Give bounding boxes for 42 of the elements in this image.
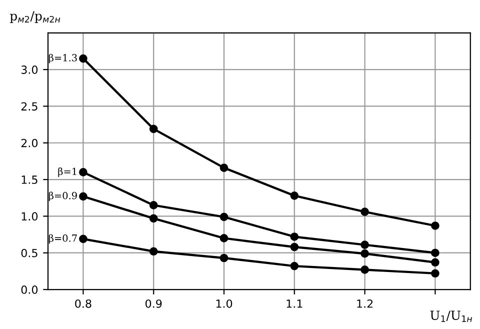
series-label: β=0.9 [48, 192, 77, 202]
series-label: β=0.7 [48, 234, 77, 244]
point [149, 214, 158, 223]
x-tick-label: 1.0 [216, 299, 232, 308]
point [431, 248, 440, 258]
series-label: β=1.3 [48, 54, 77, 64]
x-tick-label: 1.2 [357, 299, 373, 308]
point [290, 232, 299, 241]
y-tick-label: 2.0 [21, 138, 38, 148]
point [290, 262, 299, 270]
y-tick-label: 0.5 [21, 248, 38, 258]
point [290, 192, 299, 200]
point [79, 234, 88, 244]
point [149, 247, 158, 256]
series-label: β=1 [58, 167, 76, 177]
x-tick-label: 1.1 [286, 300, 302, 308]
point [220, 254, 228, 262]
point [79, 168, 88, 176]
y-tick-label: 1.5 [22, 176, 38, 184]
x-tick-label: 0.9 [146, 299, 162, 308]
point [220, 212, 228, 222]
point [79, 192, 88, 201]
x-axis-title: U$_{1}$/U$_{1н}$ [430, 310, 472, 322]
y-tick-label: 0.0 [21, 285, 38, 294]
y-tick-label: 1.0 [22, 212, 38, 221]
point [220, 164, 228, 172]
y-tick-label: 3.0 [21, 66, 38, 74]
y-tick-label: 2.5 [21, 102, 38, 111]
point [290, 242, 299, 252]
point [79, 54, 88, 63]
point [360, 240, 369, 249]
point [149, 124, 158, 134]
point [360, 249, 369, 258]
y-axis-title: p$_{м2}$/p$_{м2н}$ [10, 11, 60, 23]
x-tick-label: 0.8 [75, 299, 92, 308]
point [220, 234, 228, 242]
point [360, 266, 369, 274]
point [360, 208, 369, 216]
point [431, 258, 440, 267]
point [431, 222, 440, 230]
point [431, 269, 440, 278]
point [149, 201, 158, 210]
